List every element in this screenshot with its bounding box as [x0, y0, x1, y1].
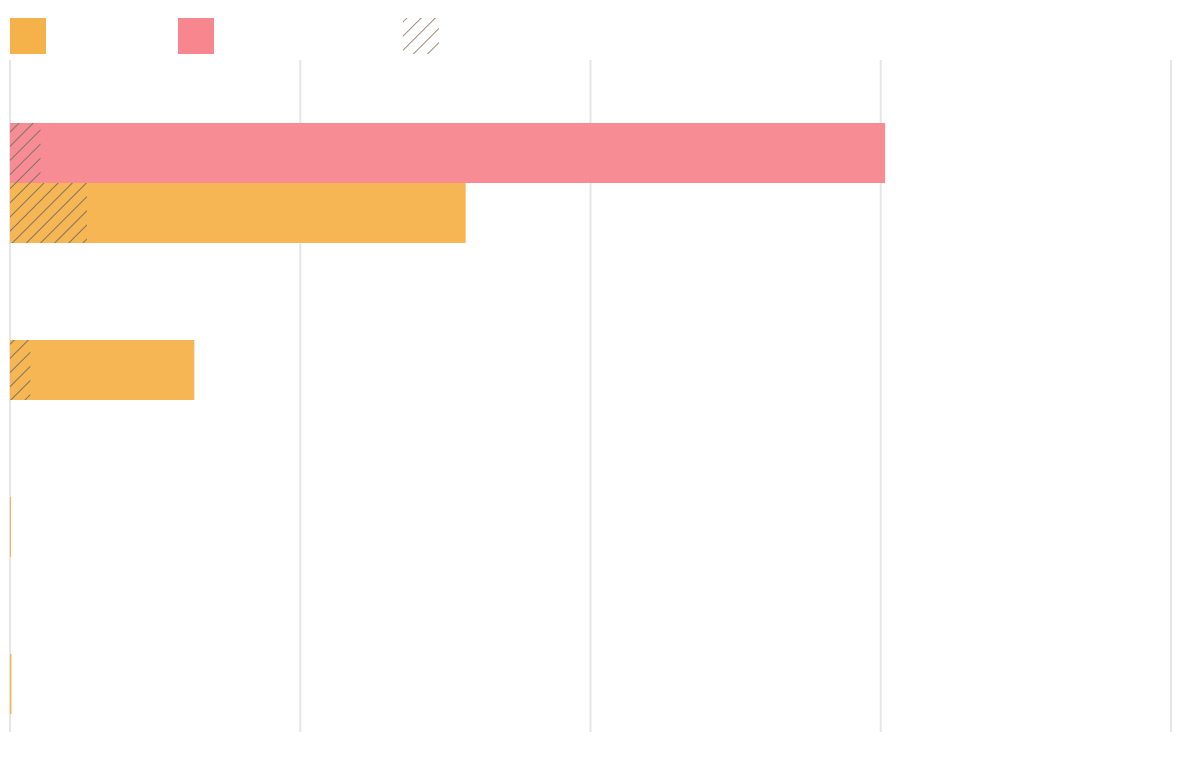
bar [10, 497, 11, 557]
bar [10, 654, 12, 714]
legend-swatch [403, 18, 439, 54]
legend [10, 18, 439, 54]
bars [10, 123, 886, 714]
legend-swatch [10, 18, 46, 54]
bar [10, 123, 886, 183]
legend-swatch [178, 18, 214, 54]
bar [10, 340, 195, 400]
bar-hatched-portion [10, 183, 87, 243]
bar-hatched-portion [10, 340, 31, 400]
bar-hatched-portion [10, 123, 41, 183]
